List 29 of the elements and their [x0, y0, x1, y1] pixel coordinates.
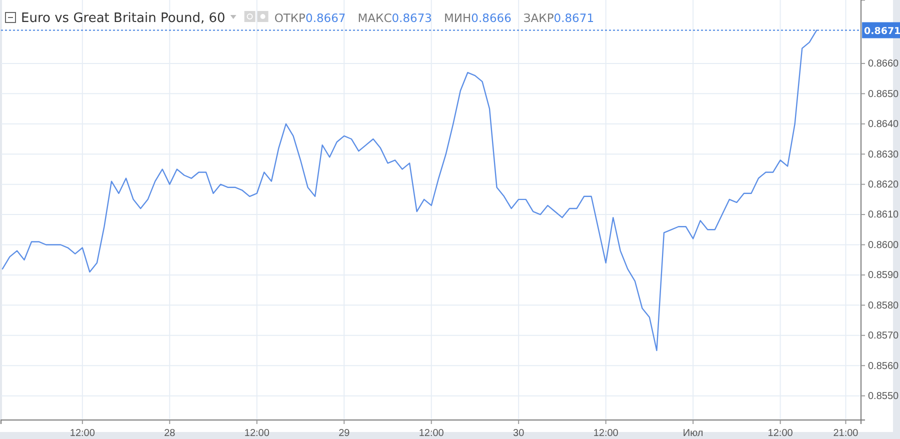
annotation: ЗАКР0.8671: [523, 11, 594, 25]
y-tick-label: 0.8600: [868, 240, 900, 251]
y-tick-label: 0.8560: [868, 360, 900, 372]
ref-line-label: 0.8671: [864, 26, 900, 38]
y-tick-label: 0.8660: [868, 58, 900, 70]
x-tick-label: 12:00: [244, 428, 270, 439]
annotation: МИН0.8666: [444, 11, 512, 25]
y-tick-label: 0.8620: [868, 180, 900, 191]
y-tick-label: 0.8550: [868, 391, 900, 402]
x-tick-label: 30: [513, 428, 525, 439]
x-tick-label: 12:00: [768, 428, 794, 439]
y-tick-label: 0.8580: [868, 300, 900, 312]
line-series: [2, 30, 818, 352]
y-tick-label: 0.8630: [868, 149, 900, 160]
x-tick-label: 12:00: [593, 428, 619, 439]
x-tick-label: 29: [338, 428, 350, 439]
y-tick-label: 0.8570: [868, 330, 900, 342]
x-tick-label: Июл: [682, 428, 704, 439]
y-tick-label: 0.8640: [868, 119, 900, 130]
y-tick-label: 0.8590: [868, 270, 900, 282]
annotation: МАКС0.8673: [358, 11, 432, 25]
x-tick-label: 12:00: [418, 428, 444, 439]
y-tick-label: 0.8650: [868, 88, 900, 100]
x-tick-label: 28: [164, 428, 176, 439]
x-tick-label: 21:00: [833, 428, 859, 439]
annotation: ОТКР0.8667: [274, 11, 346, 25]
x-tick-label: 12:00: [70, 428, 96, 439]
y-tick-label: 0.8610: [868, 210, 900, 221]
text: Euro vs Great Britain Pound, 60: [21, 11, 226, 26]
